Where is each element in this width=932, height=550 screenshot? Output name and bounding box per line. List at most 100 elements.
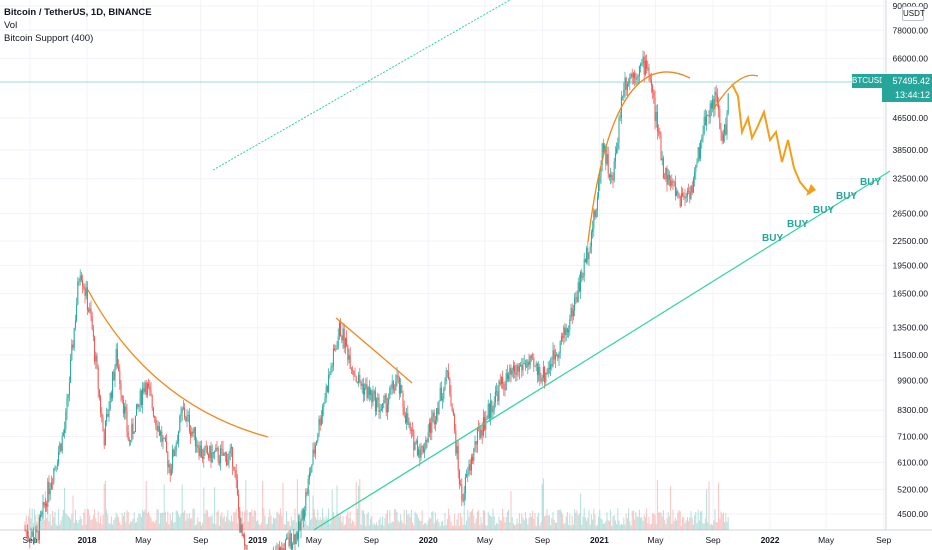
volume-bar	[92, 515, 94, 530]
candle-body	[635, 78, 637, 80]
volume-bar	[468, 516, 470, 530]
candle-body	[433, 412, 435, 425]
volume-bar	[676, 520, 678, 530]
candle-body	[100, 396, 102, 413]
volume-bar	[660, 512, 662, 530]
volume-bar	[120, 524, 122, 530]
volume-bar	[546, 508, 548, 530]
candle-body	[282, 548, 284, 549]
volume-bar	[370, 518, 372, 530]
volume-bar	[312, 495, 314, 530]
volume-bar	[115, 512, 117, 530]
candle-body	[176, 442, 178, 444]
volume-bar	[232, 521, 234, 530]
resistance-arc	[587, 71, 691, 243]
candle-body	[72, 344, 74, 348]
volume-bar	[104, 480, 106, 530]
volume-bar	[344, 523, 346, 530]
candle-body	[300, 519, 302, 530]
candle-body	[173, 449, 175, 457]
volume-bar	[569, 514, 571, 530]
volume-bar	[589, 524, 591, 530]
candle-body	[460, 484, 462, 486]
volume-bar	[80, 518, 82, 530]
candle-body	[436, 408, 438, 421]
candle-body	[508, 374, 510, 380]
candle-body	[367, 387, 369, 398]
volume-bar	[68, 516, 70, 530]
candle-body	[523, 362, 525, 364]
candle-body	[632, 73, 634, 78]
candle-body	[305, 492, 307, 511]
volume-bar	[476, 511, 478, 530]
candle-body	[217, 448, 219, 462]
candle-body	[97, 367, 99, 390]
volume-bar	[457, 513, 459, 530]
candle-body	[202, 456, 204, 459]
candle-body	[37, 531, 39, 540]
volume-bar	[532, 510, 534, 530]
candle-body	[101, 412, 103, 419]
volume-bar	[520, 523, 522, 530]
volume-bar	[626, 518, 628, 530]
volume-bar	[324, 519, 326, 530]
candle-body	[288, 538, 290, 546]
candle-body	[112, 372, 114, 399]
candle-body	[533, 357, 535, 366]
volume-bar	[722, 512, 724, 530]
bar-countdown-tag: 13:44:12	[882, 88, 932, 102]
resistance-arc	[712, 74, 759, 111]
volume-bar	[79, 516, 81, 530]
candle-body	[487, 403, 489, 419]
support-indicator-label[interactable]: Bitcoin Support (400)	[4, 33, 94, 44]
candle-body	[467, 473, 469, 475]
candle-body	[42, 502, 44, 512]
candle-body	[30, 535, 32, 541]
volume-bar	[575, 512, 577, 530]
candle-body	[160, 431, 162, 436]
volume-bar	[618, 520, 620, 530]
candle-body	[397, 375, 399, 377]
candle-body	[324, 398, 326, 404]
currency-unit-button[interactable]: USDT	[902, 6, 925, 21]
candle-body	[666, 167, 668, 185]
candle-body	[197, 445, 199, 449]
candle-body	[360, 382, 362, 386]
candle-body	[652, 85, 654, 92]
volume-bar	[530, 516, 532, 530]
candle-body	[725, 124, 727, 135]
candle-body	[534, 365, 536, 367]
candle-body	[674, 182, 676, 196]
volume-bar	[187, 518, 189, 530]
candle-body	[608, 173, 610, 177]
candle-body	[24, 529, 26, 531]
volume-bar	[50, 525, 52, 530]
volume-bar	[168, 524, 170, 530]
candle-body	[234, 469, 236, 471]
symbol-title[interactable]: Bitcoin / TetherUS, 1D, BINANCE	[4, 7, 152, 18]
volume-bar	[654, 514, 656, 530]
time-tick-label: May	[818, 535, 835, 545]
volume-bar	[548, 515, 550, 530]
volume-bar	[293, 519, 295, 530]
volume-bar	[247, 521, 249, 530]
volume-bar	[683, 516, 685, 530]
candle-body	[544, 366, 546, 383]
volume-bar	[306, 524, 308, 530]
candle-body	[323, 403, 325, 408]
volume-bar	[550, 525, 552, 530]
candle-body	[377, 397, 379, 400]
volume-bar	[77, 523, 79, 530]
volume-bar	[361, 510, 363, 530]
candle-body	[372, 393, 374, 403]
volume-bar	[547, 515, 549, 530]
volume-bar	[114, 517, 116, 530]
volume-indicator-label[interactable]: Vol	[4, 20, 18, 31]
candle-body	[427, 432, 429, 442]
candle-body	[284, 539, 286, 550]
candle-body	[356, 381, 358, 383]
candle-body	[70, 359, 72, 383]
candle-body	[238, 494, 240, 511]
volume-bar	[649, 524, 651, 530]
